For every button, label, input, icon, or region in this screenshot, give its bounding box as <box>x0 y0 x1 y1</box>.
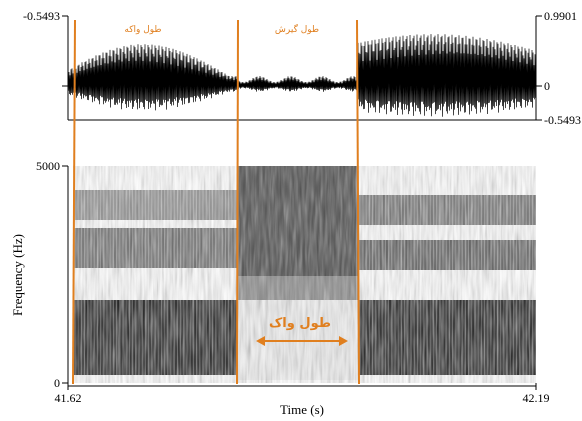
waveform-trace <box>68 34 536 117</box>
time-axis: 41.62 42.19 Time (s) <box>55 383 550 417</box>
segment-boundaries: طول واکه طول گیرش طول واک <box>72 19 360 385</box>
segment-label-closure: طول گیرش <box>275 23 319 35</box>
spectrogram-panel: 5000 0 Frequency (Hz) <box>10 159 536 390</box>
glottal-pulse-stripes <box>74 166 536 383</box>
frequency-axis-title: Frequency (Hz) <box>10 234 25 316</box>
vot-double-arrow <box>256 336 348 346</box>
waveform-amp-top-left: -0.5493 <box>23 9 60 23</box>
boundary-line-2 <box>236 19 239 385</box>
waveform-amp-top-right: 0.9901 <box>544 9 577 23</box>
boundary-line-3 <box>356 19 360 385</box>
waveform-panel: -0.5493 0.9901 0 -0.5493 <box>23 9 581 127</box>
spectrogram-texture <box>73 166 536 383</box>
waveform-amp-bottom-right: -0.5493 <box>544 113 581 127</box>
spectrogram-energy <box>73 166 536 383</box>
vot-label: طول واک <box>269 316 331 331</box>
frequency-min-label: 0 <box>54 376 60 390</box>
waveform-amp-zero-right: 0 <box>544 79 550 93</box>
time-start-label: 41.62 <box>55 391 82 405</box>
segment-label-vowel: طول واکه <box>124 25 161 35</box>
time-end-label: 42.19 <box>523 391 550 405</box>
time-axis-title: Time (s) <box>280 402 324 417</box>
boundary-line-1 <box>72 19 76 385</box>
frequency-max-label: 5000 <box>36 159 60 173</box>
